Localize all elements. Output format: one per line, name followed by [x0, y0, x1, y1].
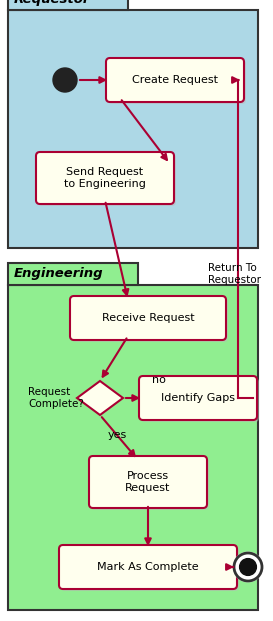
Text: Process
Request: Process Request [125, 471, 171, 493]
FancyBboxPatch shape [141, 378, 259, 422]
FancyBboxPatch shape [106, 58, 244, 102]
FancyBboxPatch shape [108, 60, 246, 104]
Text: Requestor: Requestor [14, 0, 90, 6]
FancyBboxPatch shape [89, 456, 207, 508]
Text: no: no [152, 375, 166, 385]
FancyBboxPatch shape [59, 545, 237, 589]
FancyBboxPatch shape [61, 547, 239, 591]
Text: Create Request: Create Request [132, 75, 218, 85]
Text: Identify Gaps: Identify Gaps [161, 393, 235, 403]
FancyBboxPatch shape [36, 152, 174, 204]
Circle shape [240, 559, 256, 576]
FancyBboxPatch shape [8, 0, 128, 10]
Text: yes: yes [108, 430, 127, 440]
FancyBboxPatch shape [38, 154, 176, 206]
Text: Request
Complete?: Request Complete? [28, 388, 84, 409]
FancyBboxPatch shape [91, 458, 209, 510]
FancyBboxPatch shape [8, 285, 258, 610]
Text: Engineering: Engineering [14, 268, 104, 281]
FancyBboxPatch shape [8, 10, 258, 248]
Text: Return To
Requestor: Return To Requestor [208, 263, 261, 284]
FancyBboxPatch shape [70, 296, 226, 340]
FancyBboxPatch shape [139, 376, 257, 420]
Circle shape [234, 553, 262, 581]
Text: Send Request
to Engineering: Send Request to Engineering [64, 167, 146, 189]
Text: Mark As Complete: Mark As Complete [97, 562, 199, 572]
FancyBboxPatch shape [8, 263, 138, 285]
Circle shape [53, 68, 77, 92]
FancyBboxPatch shape [72, 298, 228, 342]
Text: Receive Request: Receive Request [102, 313, 194, 323]
Polygon shape [77, 381, 123, 415]
